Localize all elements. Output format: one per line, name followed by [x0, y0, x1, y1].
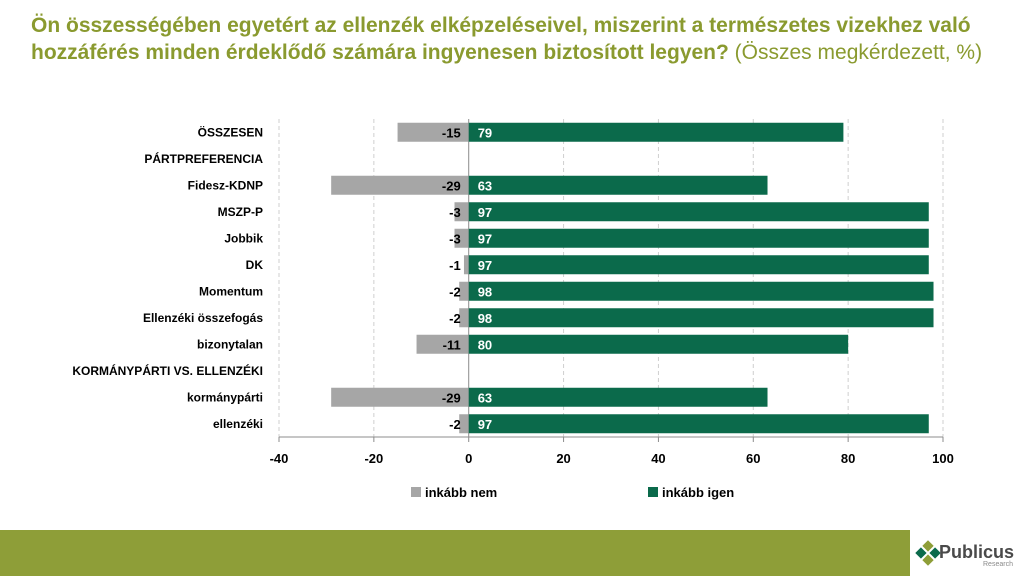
bar-inkabb-nem: [397, 122, 469, 142]
bar-inkabb-igen: [468, 255, 929, 275]
bar-inkabb-igen: [468, 334, 849, 354]
data-label-inkabb-igen: 97: [478, 417, 492, 432]
bar-inkabb-nem: [463, 255, 469, 275]
bar-inkabb-igen: [468, 387, 768, 407]
data-label-inkabb-igen: 63: [478, 390, 492, 405]
category-label: Momentum: [199, 284, 263, 298]
data-label-inkabb-igen: 80: [478, 337, 492, 352]
category-label: KORMÁNYPÁRTI VS. ELLENZÉKI: [72, 363, 263, 378]
footer-bar: [0, 530, 910, 576]
data-label-inkabb-igen: 63: [478, 178, 492, 193]
x-tick-label: 0: [465, 451, 472, 466]
category-label: Fidesz-KDNP: [188, 178, 263, 192]
data-label-inkabb-nem: -11: [443, 337, 461, 352]
publicus-logo-icon: [915, 540, 941, 566]
category-label: Ellenzéki összefogás: [143, 311, 263, 325]
data-label-inkabb-nem: -29: [442, 178, 461, 193]
category-label: PÁRTPREFERENCIA: [144, 151, 263, 166]
bar-inkabb-nem: [454, 202, 469, 222]
x-tick-label: 80: [841, 451, 855, 466]
title-note: (Összes megkérdezett, %): [728, 41, 983, 64]
data-label-inkabb-nem: -1: [449, 258, 461, 273]
bar-inkabb-igen: [468, 175, 768, 195]
data-label-inkabb-igen: 98: [478, 284, 492, 299]
data-label-inkabb-nem: -15: [442, 125, 461, 140]
bar-inkabb-nem: [459, 414, 469, 434]
diverging-bar-chart: -40 -20 0 20 40 60 80 100 ÖSSZESEN -15 79 PÁRTPREFE…: [72, 119, 954, 500]
legend-swatch: [648, 487, 658, 497]
logo-sub: Research: [983, 561, 1013, 568]
logo-name: Publicus: [939, 542, 1015, 562]
x-tick-label: 40: [651, 451, 665, 466]
bar-inkabb-igen: [468, 228, 929, 248]
data-label-inkabb-nem: -2: [449, 311, 461, 326]
bar-inkabb-nem: [416, 334, 469, 354]
data-label-inkabb-igen: 98: [478, 311, 492, 326]
bar-inkabb-nem: [459, 281, 469, 301]
bar-inkabb-igen: [468, 308, 934, 328]
x-tick-label: 100: [932, 451, 954, 466]
bar-inkabb-igen: [468, 202, 929, 222]
category-label: MSZP-P: [218, 205, 263, 219]
data-label-inkabb-igen: 97: [478, 258, 492, 273]
data-label-inkabb-nem: -29: [442, 390, 461, 405]
x-tick-label: 20: [556, 451, 570, 466]
bar-inkabb-igen: [468, 281, 934, 301]
data-label-inkabb-nem: -2: [449, 284, 461, 299]
category-label: Jobbik: [224, 231, 263, 245]
bar-inkabb-nem: [331, 175, 469, 195]
bar-inkabb-nem: [331, 387, 469, 407]
category-label: bizonytalan: [197, 337, 263, 351]
legend-label: inkább igen: [662, 485, 734, 500]
data-label-inkabb-nem: -3: [449, 205, 461, 220]
chart-title: Ön összességében egyetért az ellenzék el…: [31, 12, 991, 66]
x-tick-label: 60: [746, 451, 760, 466]
bar-inkabb-nem: [459, 308, 469, 328]
x-tick-label: -20: [364, 451, 383, 466]
category-label: kormánypárti: [187, 390, 263, 404]
category-label: DK: [246, 258, 264, 272]
category-label: ÖSSZESEN: [198, 124, 263, 139]
bar-inkabb-igen: [468, 414, 929, 434]
data-label-inkabb-nem: -3: [449, 231, 461, 246]
data-label-inkabb-igen: 97: [478, 205, 492, 220]
title-question: Ön összességében egyetért az ellenzék el…: [31, 14, 971, 64]
data-label-inkabb-igen: 97: [478, 231, 492, 246]
legend-swatch: [411, 487, 421, 497]
data-label-inkabb-nem: -2: [449, 417, 461, 432]
data-label-inkabb-igen: 79: [478, 125, 492, 140]
bar-inkabb-igen: [468, 122, 844, 142]
category-label: ellenzéki: [213, 417, 263, 431]
x-tick-label: -40: [270, 451, 289, 466]
legend-label: inkább nem: [425, 485, 497, 500]
bar-inkabb-nem: [454, 228, 469, 248]
